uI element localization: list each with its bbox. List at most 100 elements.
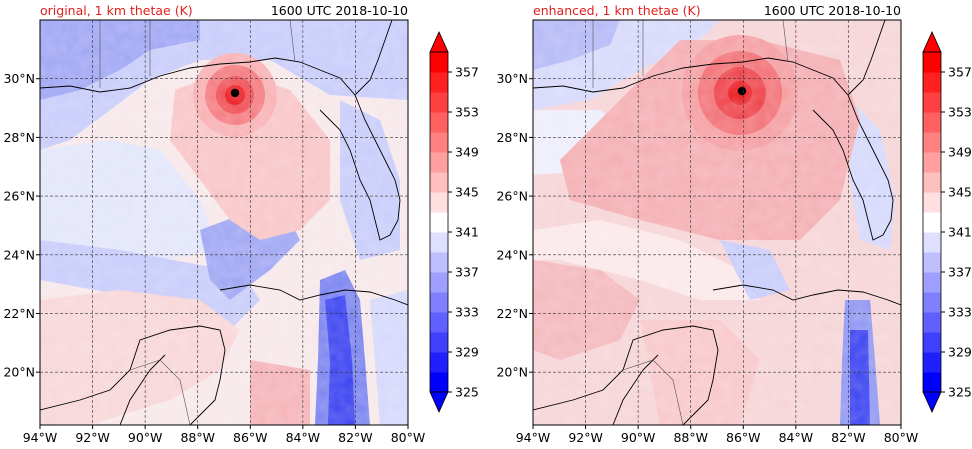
colorbar-label: 357 [948,65,972,80]
colorbar-label: 329 [455,345,479,360]
colorbar-segment [923,232,941,253]
colorbar-segment [430,192,448,213]
x-tick-label: 80°W [884,430,919,445]
x-tick-label: 80°W [391,430,426,445]
panel-enhanced: enhanced, 1 km thetae (K) 1600 UTC 2018-… [496,3,918,445]
colorbar-segment [430,252,448,273]
x-tick-label: 88°W [180,430,215,445]
colorbar-label: 353 [455,105,479,120]
y-tick-label: 20°N [496,365,528,380]
colorbar-segment [923,332,941,353]
colorbar-label: 341 [455,225,479,240]
y-tick-label: 22°N [3,306,35,321]
colorbar-segment [430,352,448,373]
colorbar-segment [923,172,941,193]
colorbar-segment [923,372,941,393]
colorbar-segment [430,172,448,193]
colorbar-original: 325 329 333 337 341 345 349 353 357 [429,31,479,413]
colorbar-segment [923,152,941,173]
x-tick-label: 90°W [128,430,163,445]
colorbar-segment [430,292,448,313]
storm-center-marker [230,88,240,98]
colorbar-label: 337 [455,265,479,280]
colorbar-segment [923,352,941,373]
colorbar-extend-max [922,31,942,53]
x-tick-label: 84°W [286,430,321,445]
panel-original: original, 1 km thetae (K) 1600 UTC 2018-… [3,3,425,445]
colorbar-segment [430,52,448,73]
plot-frame [39,19,409,426]
y-tick-label: 24°N [496,247,528,262]
colorbar-segment [430,312,448,333]
y-tick-label: 24°N [3,247,35,262]
x-tick-label: 90°W [621,430,656,445]
x-tick-label: 82°W [831,430,866,445]
colorbar-segment [923,52,941,73]
x-tick-label: 86°W [726,430,761,445]
colorbar-segment [430,332,448,353]
x-tick-label: 88°W [673,430,708,445]
panel-title-right: enhanced, 1 km thetae (K) [533,3,701,18]
colorbar-label: 353 [948,105,972,120]
colorbar-segment [923,192,941,213]
x-tick-label: 94°W [23,430,58,445]
colorbar-segment [430,372,448,393]
colorbar-label: 325 [948,385,972,400]
x-tick-label: 92°W [568,430,603,445]
y-tick-label: 26°N [3,189,35,204]
x-tick-label: 82°W [338,430,373,445]
colorbar-segment [923,292,941,313]
colorbar-segment [923,132,941,153]
x-tick-label: 86°W [233,430,268,445]
thetae-field [533,20,901,425]
colorbar-label: 333 [455,305,479,320]
y-tick-label: 30°N [496,71,528,86]
colorbar-extend-min [429,391,449,413]
y-tick-label: 28°N [3,130,35,145]
colorbar-segment [923,272,941,293]
colorbar-segment [923,72,941,93]
colorbar-segment [430,92,448,113]
colorbar-segment [430,132,448,153]
colorbar-extend-max [429,31,449,53]
colorbar-frame [429,51,449,393]
colorbar-segment [430,232,448,253]
colorbar-label: 349 [948,145,972,160]
colorbar-enhanced: 325 329 333 337 341 345 349 353 357 [922,31,972,413]
colorbar-segment [923,212,941,233]
colorbar-frame [922,51,942,393]
colorbar-segment [923,252,941,273]
y-tick-label: 22°N [496,306,528,321]
colorbar-segment [923,92,941,113]
x-tick-label: 84°W [779,430,814,445]
thetae-field [40,20,408,425]
colorbar-label: 345 [455,185,479,200]
colorbar-segment [430,212,448,233]
plot-frame [532,19,902,426]
storm-center-marker [737,86,747,96]
colorbar-label: 333 [948,305,972,320]
colorbar-label: 337 [948,265,972,280]
colorbar-segment [430,72,448,93]
gridlines [533,20,901,425]
y-tick-label: 30°N [3,71,35,86]
colorbar-label: 329 [948,345,972,360]
x-tick-label: 94°W [516,430,551,445]
panel-time-label: 1600 UTC 2018-10-10 [764,3,901,18]
gridlines [40,20,408,425]
colorbar-segment [430,272,448,293]
colorbar-segment [430,112,448,133]
x-tick-label: 92°W [75,430,110,445]
y-tick-label: 28°N [496,130,528,145]
colorbar-label: 345 [948,185,972,200]
colorbar-segment [923,312,941,333]
colorbar-label: 341 [948,225,972,240]
colorbar-segment [923,112,941,133]
colorbar-extend-min [922,391,942,413]
panel-time-label: 1600 UTC 2018-10-10 [271,3,408,18]
y-tick-label: 26°N [496,189,528,204]
panel-title-left: original, 1 km thetae (K) [40,3,193,18]
axis-ticks: 94°W 92°W 90°W 88°W 86°W 84°W 82°W 80°W 20°N 22°N… [496,71,918,445]
colorbar-label: 349 [455,145,479,160]
